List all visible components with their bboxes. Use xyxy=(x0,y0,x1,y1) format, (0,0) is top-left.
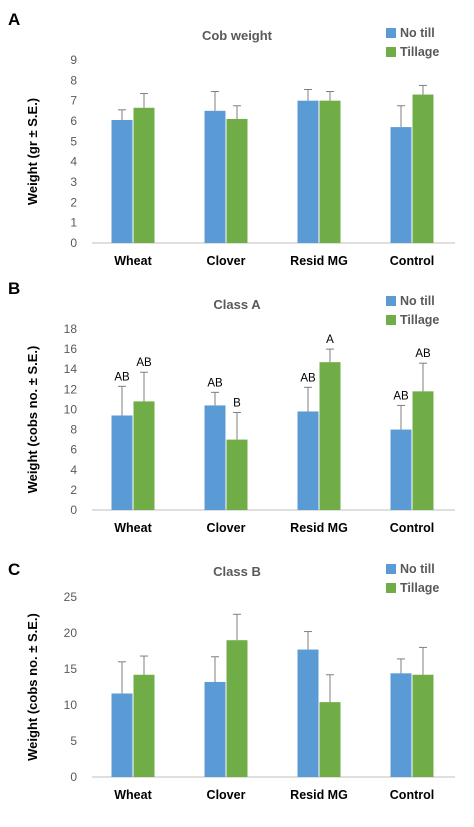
bar-no-till-control xyxy=(390,429,412,510)
y-tick-label: 8 xyxy=(70,423,77,437)
y-tick-label: 0 xyxy=(70,503,77,517)
bar-no-till-wheat xyxy=(111,693,133,777)
significance-label: AB xyxy=(114,371,130,383)
legend-swatch-tillage xyxy=(386,47,396,57)
legend-label: Tillage xyxy=(400,581,439,595)
y-tick-label: 5 xyxy=(70,134,77,148)
x-tick-label: Resid MG xyxy=(290,254,348,268)
x-tick-label: Control xyxy=(390,521,434,535)
y-tick-label: 8 xyxy=(70,73,77,87)
y-tick-label: 14 xyxy=(64,362,78,376)
chart-title: Class B xyxy=(213,564,261,579)
significance-label: A xyxy=(326,334,334,346)
chart-panel-a: A Cob weight Weight (gr ± S.E.) 0 1 2 3 4 5 6 7 8 9 W… xyxy=(8,10,455,268)
legend-label: Tillage xyxy=(400,313,439,327)
bar-tillage-wheat xyxy=(133,674,155,777)
bar-no-till-resid-mg xyxy=(297,100,319,244)
x-tick-label: Control xyxy=(390,788,434,802)
y-tick-label: 25 xyxy=(64,590,78,604)
bar-tillage-wheat xyxy=(133,401,155,510)
y-tick-label: 20 xyxy=(64,626,78,640)
bar-no-till-clover xyxy=(204,681,226,777)
x-tick-label: Resid MG xyxy=(290,521,348,535)
x-tick-label: Wheat xyxy=(114,254,152,268)
significance-label: AB xyxy=(393,390,409,402)
y-tick-label: 4 xyxy=(70,155,77,169)
legend-swatch-no-till xyxy=(386,28,396,38)
y-tick-label: 9 xyxy=(70,53,77,67)
x-tick-label: Resid MG xyxy=(290,788,348,802)
bar-tillage-clover xyxy=(226,439,248,510)
panel-letter: B xyxy=(8,279,20,298)
y-tick-label: 18 xyxy=(64,322,78,336)
legend-swatch-no-till xyxy=(386,564,396,574)
legend-label: No till xyxy=(400,26,435,40)
y-tick-label: 6 xyxy=(70,114,77,128)
legend-swatch-tillage xyxy=(386,583,396,593)
y-tick-label: 0 xyxy=(70,770,77,784)
x-tick-label: Clover xyxy=(207,788,246,802)
significance-label: B xyxy=(233,397,241,409)
y-tick-label: 16 xyxy=(64,342,78,356)
x-tick-label: Clover xyxy=(207,254,246,268)
y-tick-label: 6 xyxy=(70,443,77,457)
bar-no-till-control xyxy=(390,127,412,243)
x-tick-label: Control xyxy=(390,254,434,268)
chart-panel-c: C Class B Weight (cobs no. ± S.E.) 0 5 10 15 20… xyxy=(8,560,455,802)
significance-label: AB xyxy=(207,377,223,389)
bar-tillage-control xyxy=(412,94,434,243)
legend-swatch-tillage xyxy=(386,315,396,325)
bar-no-till-clover xyxy=(204,110,226,243)
y-axis-label: Weight (cobs no. ± S.E.) xyxy=(25,346,40,494)
panel-letter: A xyxy=(8,10,20,29)
x-tick-label: Wheat xyxy=(114,788,152,802)
y-tick-label: 5 xyxy=(70,734,77,748)
bar-no-till-resid-mg xyxy=(297,649,319,777)
significance-label: AB xyxy=(136,357,152,369)
bar-no-till-wheat xyxy=(111,119,133,243)
chart-title: Class A xyxy=(213,297,261,312)
bar-tillage-clover xyxy=(226,640,248,777)
bar-tillage-clover xyxy=(226,118,248,243)
legend-label: Tillage xyxy=(400,45,439,59)
bar-tillage-control xyxy=(412,391,434,510)
y-tick-label: 10 xyxy=(64,402,78,416)
bar-tillage-resid-mg xyxy=(319,702,341,777)
y-tick-label: 2 xyxy=(70,195,77,209)
legend-label: No till xyxy=(400,294,435,308)
chart-panel-b: B Class A Weight (cobs no. ± S.E.) 0 2 4 6 8 10 1… xyxy=(8,279,455,535)
y-tick-label: 0 xyxy=(70,236,77,250)
bar-tillage-resid-mg xyxy=(319,100,341,244)
bar-no-till-control xyxy=(390,673,412,777)
y-tick-label: 12 xyxy=(64,382,78,396)
y-axis-label: Weight (cobs no. ± S.E.) xyxy=(25,613,40,761)
y-tick-label: 15 xyxy=(64,662,78,676)
legend-swatch-no-till xyxy=(386,296,396,306)
y-tick-label: 1 xyxy=(70,216,77,230)
bar-no-till-clover xyxy=(204,405,226,510)
bar-no-till-resid-mg xyxy=(297,411,319,510)
y-tick-label: 7 xyxy=(70,94,77,108)
y-tick-label: 10 xyxy=(64,698,78,712)
x-tick-label: Wheat xyxy=(114,521,152,535)
panel-letter: C xyxy=(8,560,20,579)
y-tick-label: 2 xyxy=(70,483,77,497)
significance-label: AB xyxy=(415,348,431,360)
bar-tillage-control xyxy=(412,674,434,777)
y-tick-label: 4 xyxy=(70,463,77,477)
chart-title: Cob weight xyxy=(202,28,273,43)
bar-no-till-wheat xyxy=(111,415,133,510)
x-tick-label: Clover xyxy=(207,521,246,535)
y-axis-label: Weight (gr ± S.E.) xyxy=(25,98,40,205)
bar-tillage-resid-mg xyxy=(319,362,341,510)
significance-label: AB xyxy=(300,372,316,384)
bar-tillage-wheat xyxy=(133,107,155,244)
legend-label: No till xyxy=(400,562,435,576)
y-tick-label: 3 xyxy=(70,175,77,189)
